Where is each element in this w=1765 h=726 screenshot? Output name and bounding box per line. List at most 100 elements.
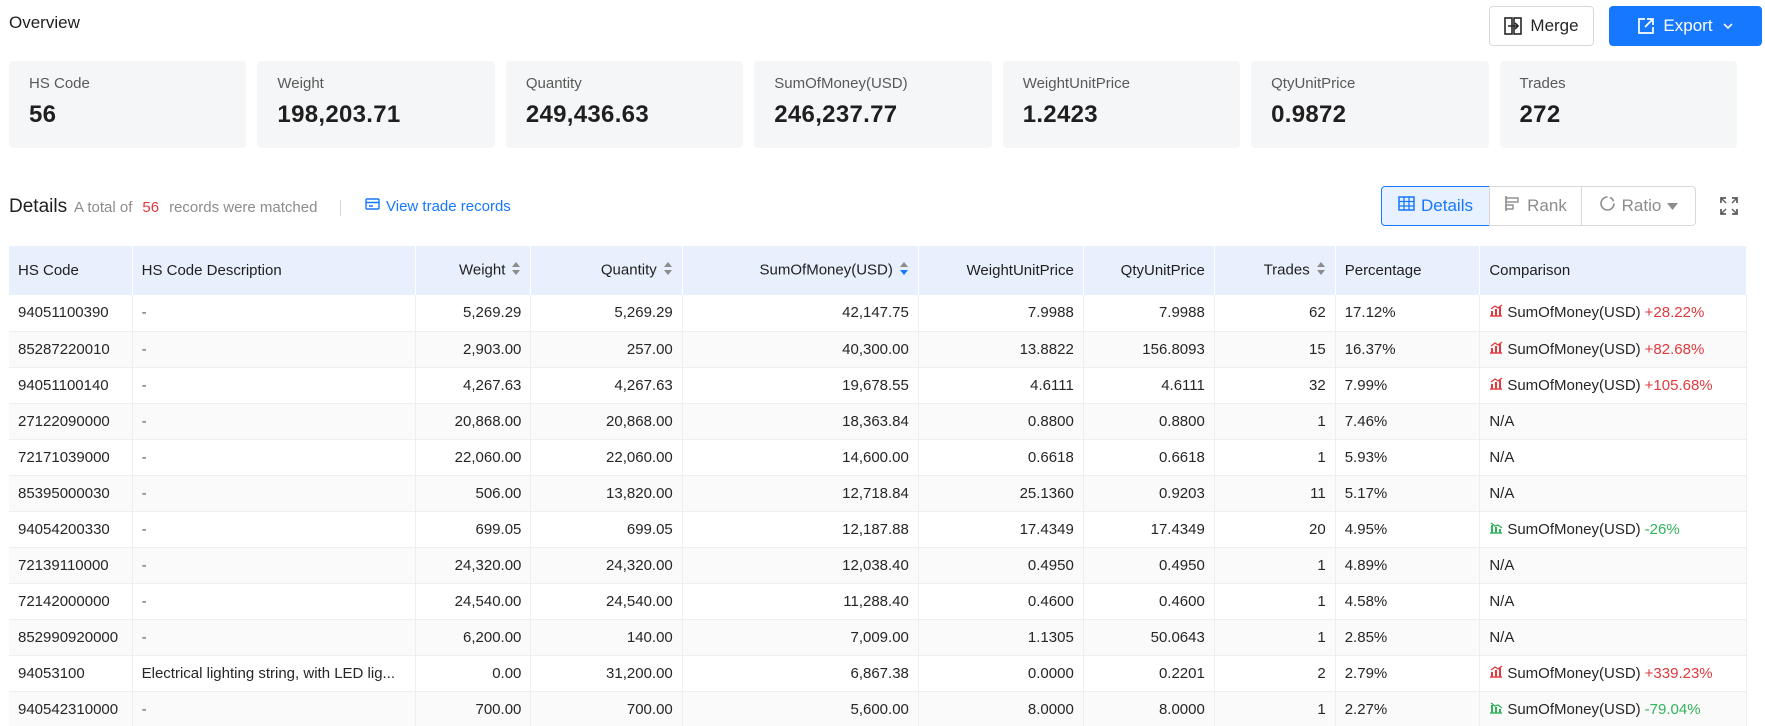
cell-quantity: 140.00 [530,619,683,656]
cell-trades: 1 [1214,619,1336,656]
table-row[interactable]: 85287220010-2,903.00 257.00 40,300.00 13.88… [9,331,1747,368]
cell-qty-unit-price: 17.4349 [1083,511,1215,548]
cell-weight-unit-price: 17.4349 [918,511,1084,548]
cell-sum-of-money: 5,600.00 [682,691,919,726]
export-icon [1637,17,1655,35]
column-header-sum-of-money[interactable]: SumOfMoney(USD) [682,246,919,295]
trend-down-chart-icon [1489,521,1503,538]
table-row[interactable]: 940542310000-700.00 700.00 5,600.00 8.0000 8… [9,691,1747,726]
cell-weight: 699.05 [415,511,532,548]
cell-description: - [132,367,417,404]
cell-percentage: 7.99% [1335,367,1481,404]
details-bar: Details A total of 56 records were match… [0,188,1765,224]
column-header-quantity[interactable]: Quantity [530,246,683,295]
card-label: SumOfMoney(USD) [774,75,908,92]
view-details-button[interactable]: Details [1381,186,1490,226]
comparison-label: N/A [1489,484,1515,502]
records-icon [365,197,380,215]
sort-icon[interactable] [511,261,521,280]
merge-button[interactable]: Merge [1489,6,1594,46]
cell-trades: 1 [1214,403,1336,440]
view-ratio-dropdown[interactable]: Ratio [1581,186,1696,226]
merge-icon [1504,17,1523,35]
summary-card-weight-unit-price: WeightUnitPrice 1.2423 [1002,61,1241,148]
column-header-qty-unit-price: QtyUnitPrice [1083,246,1215,295]
cell-weight: 506.00 [415,475,532,512]
cell-hs-code: 94051100390 [9,295,133,332]
summary-card-qty-unit-price: QtyUnitPrice 0.9872 [1251,61,1489,148]
view-trade-records-link[interactable]: View trade records [365,197,511,215]
table-row[interactable]: 94053100 Electrical lighting string, with… [9,655,1747,692]
cell-description: Electrical lighting string, with LED lig… [132,655,417,692]
cell-qty-unit-price: 50.0643 [1083,619,1215,656]
cell-comparison: N/A [1479,619,1747,656]
cell-weight: 2,903.00 [415,331,532,368]
table-row[interactable]: 852990920000-6,200.00 140.00 7,009.00 1.130… [9,619,1747,656]
cell-percentage: 5.93% [1335,439,1481,476]
card-value: 0.9872 [1271,101,1347,128]
cell-weight: 0.00 [415,655,532,692]
table-row[interactable]: 94051100390-5,269.29 5,269.29 42,147.75 7.9… [9,295,1747,332]
cell-weight: 5,269.29 [415,295,532,332]
cell-comparison: SumOfMoney(USD) -79.04% [1479,691,1747,726]
export-button[interactable]: Export [1609,6,1762,46]
trend-up-chart-icon [1489,340,1503,358]
cell-comparison: SumOfMoney(USD) -26% [1479,511,1747,548]
table-row[interactable]: 72142000000-24,540.00 24,540.00 11,288.40 0… [9,583,1747,620]
view-rank-button[interactable]: Rank [1489,186,1582,226]
cell-description: - [132,403,417,440]
cell-description: - [132,511,417,548]
cell-hs-code: 85395000030 [9,475,133,512]
cell-qty-unit-price: 7.9988 [1083,295,1215,332]
cell-percentage: 5.17% [1335,475,1481,512]
cell-description: - [132,439,417,476]
cell-weight-unit-price: 0.4950 [918,547,1084,584]
merge-label: Merge [1530,16,1579,35]
cell-trades: 2 [1214,655,1336,692]
cell-weight-unit-price: 4.6111 [918,367,1084,404]
table-row[interactable]: 94051100140-4,267.63 4,267.63 19,678.55 4.6… [9,367,1747,404]
table-row[interactable]: 85395000030-506.00 13,820.00 12,718.84 25.1… [9,475,1747,512]
cell-sum-of-money: 11,288.40 [682,583,919,620]
cell-sum-of-money: 6,867.38 [682,655,919,692]
cell-hs-code: 72171039000 [9,439,133,476]
cell-comparison: N/A [1479,475,1747,512]
cell-weight: 4,267.63 [415,367,532,404]
cell-comparison: N/A [1479,439,1747,476]
cell-sum-of-money: 12,718.84 [682,475,919,512]
table-header-row: HS Code HS Code Description Weight Quant… [9,246,1747,295]
cell-comparison: N/A [1479,547,1747,584]
table-row[interactable]: 94054200330-699.05 699.05 12,187.88 17.4349… [9,511,1747,548]
records-count: 56 [142,199,160,216]
table-row[interactable]: 27122090000-20,868.00 20,868.00 18,363.84 0… [9,403,1747,440]
cell-sum-of-money: 19,678.55 [682,367,919,404]
details-table: HS Code HS Code Description Weight Quant… [9,246,1747,726]
table-row[interactable]: 72171039000-22,060.00 22,060.00 14,600.00 0… [9,439,1747,476]
fullscreen-icon[interactable] [1716,193,1742,219]
cell-trades: 62 [1214,295,1336,332]
records-suffix: records were matched [169,199,318,216]
export-label: Export [1663,16,1713,35]
cell-weight: 24,320.00 [415,547,532,584]
column-header-weight[interactable]: Weight [415,246,532,295]
view-details-label: Details [1421,196,1473,215]
comparison-delta: +28.22% [1644,304,1705,322]
summary-cards: HS Code 56 Weight 198,203.71 Quantity 249,4… [9,61,1737,148]
column-header-percentage: Percentage [1335,246,1481,295]
rank-icon [1504,195,1521,217]
card-value: 1.2423 [1022,101,1098,128]
sort-icon[interactable] [663,261,673,280]
sort-desc-icon[interactable] [899,261,909,280]
comparison-delta: +105.68% [1644,376,1713,394]
table-row[interactable]: 72139110000-24,320.00 24,320.00 12,038.40 0… [9,547,1747,584]
sort-icon[interactable] [1316,261,1326,280]
cell-quantity: 22,060.00 [530,439,683,476]
cell-sum-of-money: 42,147.75 [682,295,919,332]
column-header-trades[interactable]: Trades [1214,246,1336,295]
records-summary: A total of 56 records were matched [74,199,317,216]
trend-up-chart-icon [1489,376,1503,394]
comparison-label: N/A [1489,592,1515,610]
cell-weight-unit-price: 25.1360 [918,475,1084,512]
cell-weight: 700.00 [415,691,532,726]
cell-description: - [132,691,417,726]
